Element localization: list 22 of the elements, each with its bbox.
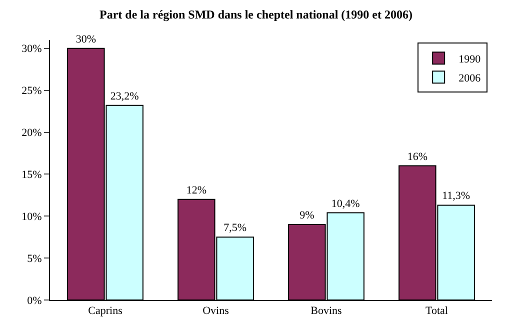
y-tick-label: 15%	[22, 169, 42, 182]
x-tick-label: Caprins	[88, 305, 122, 318]
data-label: 30%	[76, 33, 96, 46]
y-tick-label: 25%	[22, 85, 42, 98]
x-tick-label: Bovins	[310, 305, 342, 318]
data-label: 7,5%	[224, 222, 247, 234]
chart-title: Part de la région SMD dans le cheptel national (1990 et 2006)	[100, 7, 412, 22]
y-tick-label: 30%	[22, 43, 42, 56]
data-label: 11,3%	[442, 190, 470, 202]
data-label: 16%	[407, 150, 428, 163]
x-tick-label: Total	[426, 305, 448, 318]
data-label: 23,2%	[110, 90, 139, 102]
legend-label: 2006	[458, 72, 482, 84]
y-tick-label: 20%	[22, 127, 42, 140]
data-label: 10,4%	[331, 198, 360, 210]
y-tick-label: 10%	[22, 210, 42, 223]
x-tick-label: Ovins	[202, 305, 229, 318]
y-tick-label: 0%	[27, 294, 42, 307]
data-label: 12%	[186, 184, 206, 196]
legend-label: 1990	[458, 53, 482, 66]
y-tick-label: 5%	[27, 252, 42, 265]
data-label: 9%	[300, 210, 314, 222]
